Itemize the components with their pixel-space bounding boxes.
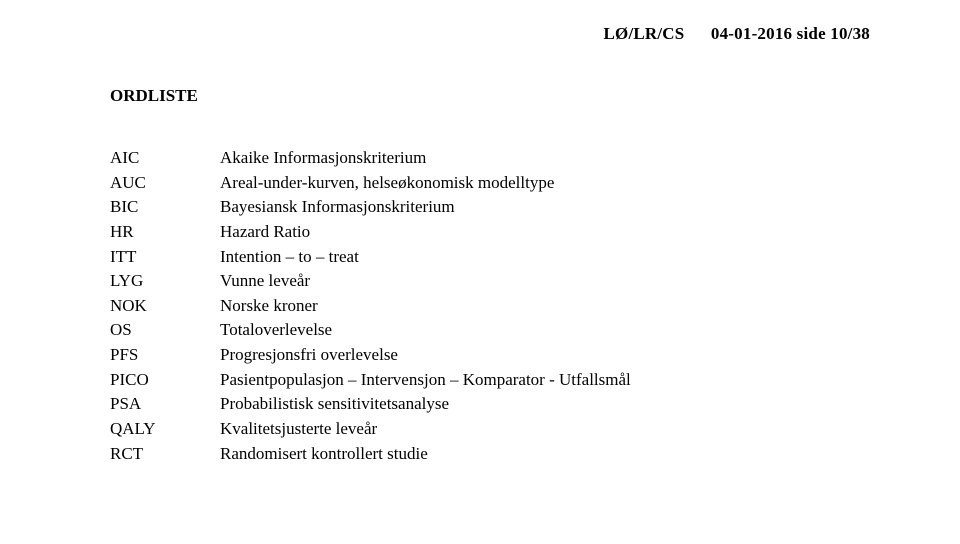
date-page: 04-01-2016 side 10/38 (711, 24, 870, 43)
doc-code: LØ/LR/CS (603, 24, 684, 43)
glossary-def: Areal-under-kurven, helseøkonomisk model… (220, 171, 870, 196)
glossary-abbr: NOK (110, 294, 220, 319)
glossary-def: Norske kroner (220, 294, 870, 319)
page-title: ORDLISTE (110, 86, 870, 106)
glossary-row: RCT Randomisert kontrollert studie (110, 442, 870, 467)
glossary-row: OS Totaloverlevelse (110, 318, 870, 343)
glossary-def: Progresjonsfri overlevelse (220, 343, 870, 368)
glossary-def: Hazard Ratio (220, 220, 870, 245)
glossary-row: PICO Pasientpopulasjon – Intervensjon – … (110, 368, 870, 393)
glossary-def: Pasientpopulasjon – Intervensjon – Kompa… (220, 368, 870, 393)
glossary-def: Totaloverlevelse (220, 318, 870, 343)
glossary-abbr: ITT (110, 245, 220, 270)
glossary-abbr: OS (110, 318, 220, 343)
glossary-row: PSA Probabilistisk sensitivitetsanalyse (110, 392, 870, 417)
glossary-row: PFS Progresjonsfri overlevelse (110, 343, 870, 368)
glossary-list: AIC Akaike Informasjonskriterium AUC Are… (110, 146, 870, 466)
glossary-row: AUC Areal-under-kurven, helseøkonomisk m… (110, 171, 870, 196)
glossary-abbr: PSA (110, 392, 220, 417)
page-header: LØ/LR/CS 04-01-2016 side 10/38 (110, 24, 870, 44)
glossary-abbr: BIC (110, 195, 220, 220)
glossary-def: Akaike Informasjonskriterium (220, 146, 870, 171)
glossary-def: Probabilistisk sensitivitetsanalyse (220, 392, 870, 417)
glossary-def: Kvalitetsjusterte leveår (220, 417, 870, 442)
glossary-abbr: LYG (110, 269, 220, 294)
glossary-row: QALY Kvalitetsjusterte leveår (110, 417, 870, 442)
glossary-row: HR Hazard Ratio (110, 220, 870, 245)
glossary-abbr: HR (110, 220, 220, 245)
glossary-abbr: QALY (110, 417, 220, 442)
glossary-row: NOK Norske kroner (110, 294, 870, 319)
glossary-def: Randomisert kontrollert studie (220, 442, 870, 467)
glossary-row: ITT Intention – to – treat (110, 245, 870, 270)
glossary-def: Intention – to – treat (220, 245, 870, 270)
glossary-row: LYG Vunne leveår (110, 269, 870, 294)
glossary-abbr: AIC (110, 146, 220, 171)
glossary-row: BIC Bayesiansk Informasjonskriterium (110, 195, 870, 220)
glossary-abbr: PFS (110, 343, 220, 368)
glossary-abbr: RCT (110, 442, 220, 467)
glossary-def: Vunne leveår (220, 269, 870, 294)
glossary-def: Bayesiansk Informasjonskriterium (220, 195, 870, 220)
glossary-row: AIC Akaike Informasjonskriterium (110, 146, 870, 171)
glossary-abbr: AUC (110, 171, 220, 196)
glossary-abbr: PICO (110, 368, 220, 393)
